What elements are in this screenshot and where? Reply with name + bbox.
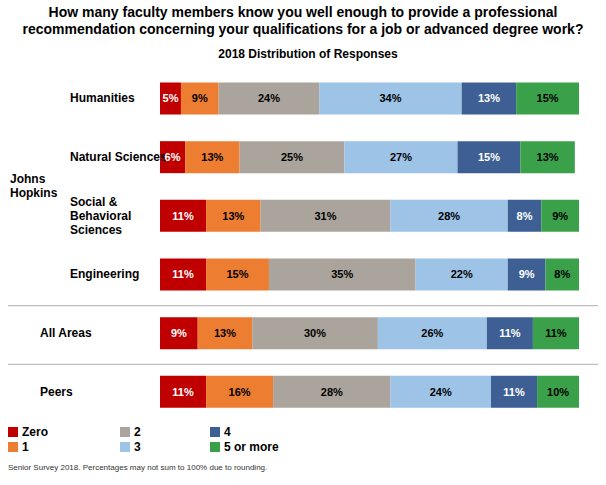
svg-text:9%: 9%	[192, 92, 208, 104]
html-text:4: 4	[224, 424, 231, 439]
svg-text:31%: 31%	[314, 210, 336, 222]
svg-text:JohnsHopkins: JohnsHopkins	[10, 172, 58, 200]
svg-text:Humanities: Humanities	[70, 91, 135, 105]
svg-text:11%: 11%	[503, 386, 525, 398]
svg-text:15%: 15%	[478, 151, 500, 163]
svg-text:9%: 9%	[171, 327, 187, 339]
svg-text:13%: 13%	[214, 327, 236, 339]
svg-text:11%: 11%	[172, 268, 194, 280]
svg-text:9%: 9%	[552, 210, 568, 222]
svg-text:8%: 8%	[554, 268, 570, 280]
svg-text:30%: 30%	[304, 327, 326, 339]
svg-text:11%: 11%	[545, 327, 567, 339]
html-text:1: 1	[22, 439, 29, 454]
html-text:2: 2	[134, 424, 141, 439]
svg-text:8%: 8%	[517, 210, 533, 222]
html-text:3: 3	[134, 439, 141, 454]
html-text:Zero: Zero	[22, 424, 48, 439]
svg-text:35%: 35%	[331, 268, 353, 280]
svg-text:11%: 11%	[499, 327, 521, 339]
svg-text:10%: 10%	[547, 386, 569, 398]
svg-text:Peers: Peers	[40, 385, 73, 399]
svg-text:28%: 28%	[321, 386, 343, 398]
svg-text:13%: 13%	[537, 151, 559, 163]
svg-text:13%: 13%	[222, 210, 244, 222]
svg-text:25%: 25%	[281, 151, 303, 163]
svg-text:13%: 13%	[478, 92, 500, 104]
html-text:How many faculty members know: How many faculty members know you well e…	[22, 4, 584, 37]
svg-text:Engineering: Engineering	[70, 267, 139, 281]
svg-text:26%: 26%	[421, 327, 443, 339]
html-text:2018 Distribution of Responses: 2018 Distribution of Responses	[218, 47, 398, 61]
svg-text:34%: 34%	[379, 92, 401, 104]
svg-text:5%: 5%	[163, 92, 179, 104]
html-text:Senior Survey 2018. Percentage: Senior Survey 2018. Percentages may not …	[8, 463, 268, 472]
svg-text:16%: 16%	[229, 386, 251, 398]
svg-text:6%: 6%	[165, 151, 181, 163]
svg-text:27%: 27%	[390, 151, 412, 163]
svg-text:24%: 24%	[430, 386, 452, 398]
svg-text:11%: 11%	[172, 210, 194, 222]
svg-text:28%: 28%	[438, 210, 460, 222]
svg-text:15%: 15%	[537, 92, 559, 104]
svg-text:11%: 11%	[172, 386, 194, 398]
svg-text:Natural Sciences: Natural Sciences	[70, 150, 167, 164]
svg-text:24%: 24%	[258, 92, 280, 104]
svg-text:13%: 13%	[201, 151, 223, 163]
svg-text:Social &BehavioralSciences: Social &BehavioralSciences	[70, 195, 131, 237]
svg-text:15%: 15%	[226, 268, 248, 280]
svg-text:9%: 9%	[519, 268, 535, 280]
svg-text:All Areas: All Areas	[40, 326, 92, 340]
svg-text:22%: 22%	[451, 268, 473, 280]
html-text:5 or more: 5 or more	[224, 439, 279, 454]
